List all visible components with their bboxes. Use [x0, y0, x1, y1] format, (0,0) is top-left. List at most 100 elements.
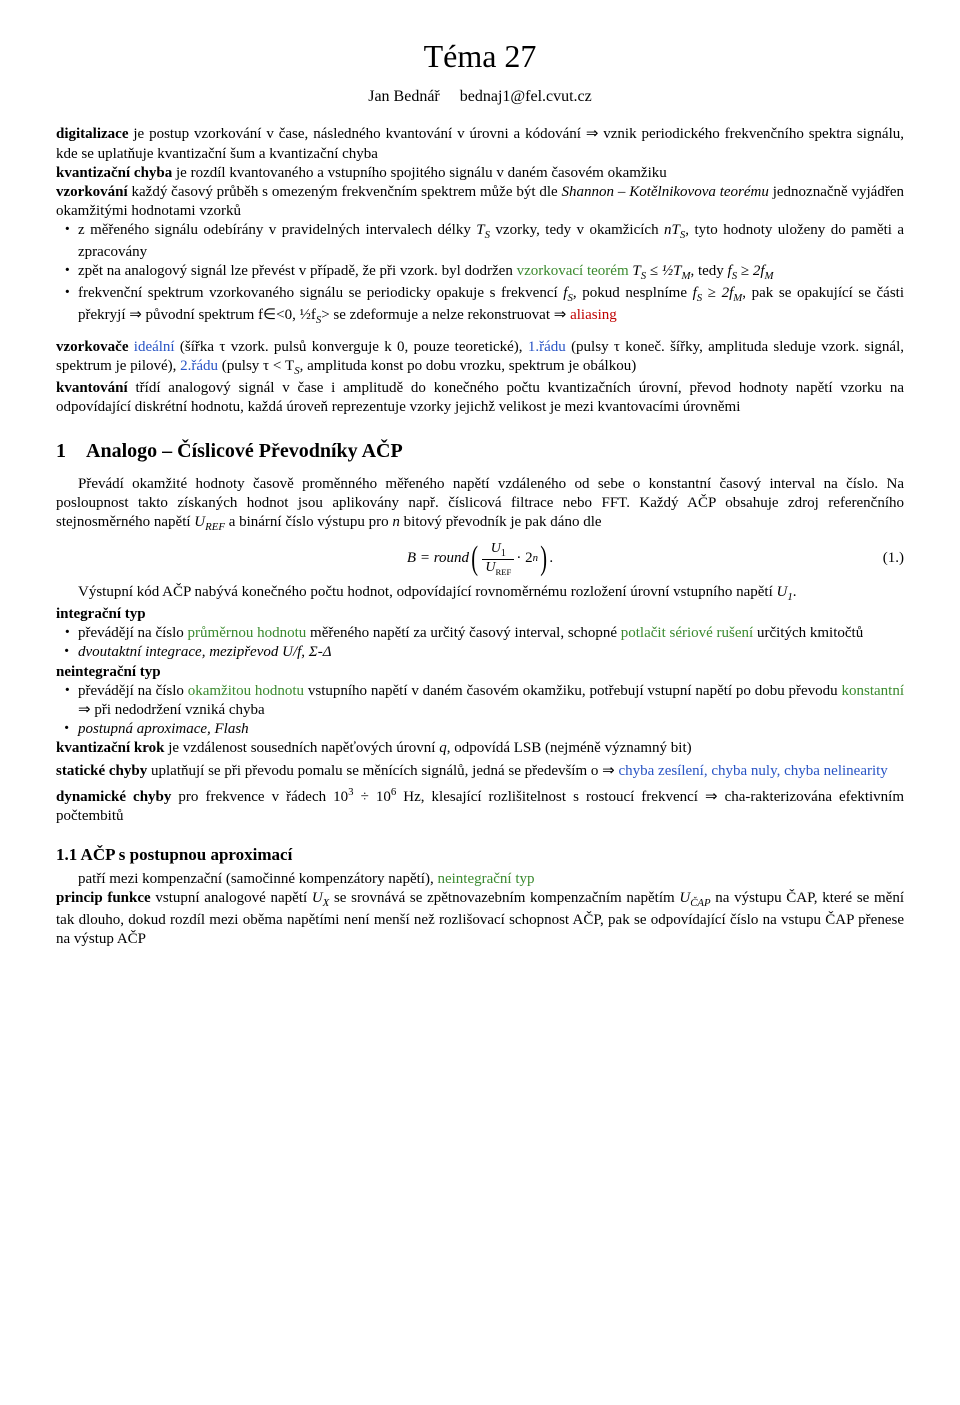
bullet-3: frekvenční spektrum vzorkovaného signálu… — [56, 284, 904, 328]
kvk-b: , odpovídá LSB (nejméně významný bit) — [447, 740, 692, 756]
neint-b1: převádějí na číslo okamžitou hodnotu vst… — [56, 682, 904, 720]
int-b1: převádějí na číslo průměrnou hodnotu měř… — [56, 624, 904, 643]
rest-vzorkovani-a: každý časový průběh s omezeným frekvenčn… — [132, 184, 562, 200]
int-b1-a: převádějí na číslo — [78, 625, 188, 641]
doc-title: Téma 27 — [56, 36, 904, 77]
b1-a: z měřeného signálu odebírány v pravideln… — [78, 222, 476, 238]
b3-f: > se zdeformuje a nelze rekonstruovat ⇒ — [321, 307, 570, 323]
author-name: Jan Bednář — [368, 88, 440, 105]
b2-leq: ≤ ½T — [646, 263, 681, 279]
vz-blue2: 1.řádu — [528, 339, 566, 355]
vz-c: (pulsy τ < T — [218, 358, 294, 374]
b1-b: vzorky, tedy v okamžicích — [490, 222, 664, 238]
lead-stat: statické chyby — [56, 763, 151, 779]
pf-ux: U — [312, 890, 323, 906]
s1p1-b: a binární číslo výstupu pro — [225, 514, 392, 530]
kvk-a: je vzdálenost sousedních napěťových úrov… — [168, 740, 439, 756]
lead-pf: princip funkce — [56, 890, 155, 906]
eq-frac: U1 UREF — [482, 541, 514, 577]
int-b1-b: měřeného napětí za určitý časový interva… — [306, 625, 620, 641]
b3-red: aliasing — [570, 307, 617, 323]
b2-geq: ≥ 2f — [737, 263, 764, 279]
para-vzorkovace: vzorkovače ideální (šířka τ vzork. pulsů… — [56, 338, 904, 379]
int-b1-c: určitých kmitočtů — [753, 625, 863, 641]
b1-nts: nT — [664, 222, 680, 238]
neint-b1-b: vstupního napětí v daném časovém okamžik… — [304, 683, 841, 699]
rest-kvantovani: třídí analogový signál v čase i amplitud… — [56, 380, 904, 415]
para-dynamicke-chyby: dynamické chyby pro frekvence v řádech 1… — [56, 786, 904, 826]
lead-digitalizace: digitalizace — [56, 126, 133, 142]
b2-fm-m: M — [765, 270, 774, 282]
rest-digitalizace: je postup vzorkování v čase, následného … — [56, 126, 904, 161]
pf-a: vstupní analogové napětí — [155, 890, 311, 906]
eq-frac-num: U1 — [482, 541, 514, 560]
stat-a: uplatňují se při převodu pomalu se měníc… — [151, 763, 618, 779]
s1p2-u1: U — [777, 584, 788, 600]
sec1-num: 1 — [56, 440, 66, 462]
para-digitalizace: digitalizace je postup vzorkování v čase… — [56, 125, 904, 163]
dyn-b: ÷ 10 — [354, 789, 391, 805]
para-kvantizacni-krok: kvantizační krok je vzdálenost sousedníc… — [56, 739, 904, 758]
pf-ucap: U — [679, 890, 690, 906]
section-1-1-heading: 1.1 AČP s postupnou aproximací — [56, 844, 904, 866]
lead-vzorkovani: vzorkování — [56, 184, 132, 200]
s1p1-c: bitový převodník je pak dáno dle — [400, 514, 602, 530]
neint-b1-c: konstantní — [842, 683, 905, 699]
para-kvantovani: kvantování třídí analogový signál v čase… — [56, 379, 904, 417]
author-line: Jan Bednář bednaj1@fel.cvut.cz — [56, 87, 904, 107]
eq-u1: U — [491, 541, 501, 556]
bullets-neintegracni: převádějí na číslo okamžitou hodnotu vst… — [56, 682, 904, 740]
s1p2-b: . — [793, 584, 797, 600]
integracni-head: integrační typ — [56, 605, 904, 624]
pf-ucap-sub: ČAP — [690, 897, 710, 909]
lead-kvk: kvantizační krok — [56, 740, 168, 756]
bullet-1: z měřeného signálu odebírány v pravideln… — [56, 221, 904, 262]
section-1-heading: 1 Analogo – Číslicové Převodníky AČP — [56, 439, 904, 465]
s1p2-a: Výstupní kód AČP nabývá konečného počtu … — [78, 584, 777, 600]
vz-d: , amplituda konst po dobu vrozku, spektr… — [300, 358, 637, 374]
b2-ts-t: T — [632, 263, 640, 279]
sec1-p2: Výstupní kód AČP nabývá konečného počtu … — [56, 583, 904, 605]
dyn-a: pro frekvence v řádech 10 — [178, 789, 348, 805]
rest-vzorkovani-b: Shannon – Kotělnikovova teorému — [562, 184, 769, 200]
bullets-integracni: převádějí na číslo průměrnou hodnotu měř… — [56, 624, 904, 662]
bullets-vzorkovani: z měřeného signálu odebírány v pravideln… — [56, 221, 904, 327]
para-staticke-chyby: statické chyby uplatňují se při převodu … — [56, 762, 904, 781]
sec11-pf: princip funkce vstupní analogové napětí … — [56, 889, 904, 949]
eq-n: n — [533, 552, 538, 566]
vz-blue1: ideální — [134, 339, 175, 355]
para-kvantizacni-chyba: kvantizační chyba je rozdíl kvantovaného… — [56, 164, 904, 183]
int-b1-g2: potlačit sériové rušení — [621, 625, 753, 641]
s1p1-n: n — [392, 514, 400, 530]
s1p1-uref-sub: REF — [205, 521, 225, 533]
eq-uref-sub: REF — [495, 567, 511, 577]
eq-frac-den: UREF — [482, 560, 514, 577]
stat-blue: chyba zesílení, chyba nuly, chyba neline… — [618, 763, 887, 779]
sec1-title: Analogo – Číslicové Převodníky AČP — [86, 440, 403, 462]
lead-kvantizacni: kvantizační chyba — [56, 165, 176, 181]
bullet-2: zpět na analogový signál lze převést v p… — [56, 262, 904, 284]
lead-dyn: dynamické chyby — [56, 789, 178, 805]
lead-kvantovani: kvantování — [56, 380, 136, 396]
s11-l1-a: patří mezi kompenzační (samočinné kompen… — [78, 871, 437, 887]
neintegracni-head: neintegrační typ — [56, 663, 904, 682]
vz-blue3: 2.řádu — [180, 358, 218, 374]
s1p1-uref: U — [194, 514, 205, 530]
b2-green: vzorkovací teorém — [517, 263, 633, 279]
int-b2: dvoutaktní integrace, mezipřevod U/f, Σ-… — [56, 643, 904, 662]
b3-2fm-m: M — [733, 292, 742, 304]
lead-vzorkovace: vzorkovače — [56, 339, 134, 355]
b3-a: frekvenční spektrum vzorkovaného signálu… — [78, 285, 563, 301]
eq-number: (1.) — [883, 549, 904, 568]
rest-kvantizacni: je rozdíl kvantovaného a vstupního spoji… — [176, 165, 667, 181]
b2-a: zpět na analogový signál lze převést v p… — [78, 263, 517, 279]
neint-b2: postupná aproximace, Flash — [56, 720, 904, 739]
b3-geq: ≥ — [702, 285, 721, 301]
eq-dot2n: · 2 — [516, 549, 532, 568]
eq-u1-sub: 1 — [501, 548, 506, 559]
equation-1: B = round ( U1 UREF · 2n ) . (1.) — [56, 541, 904, 577]
para-vzorkovani: vzorkování každý časový průběh s omezený… — [56, 183, 904, 221]
author-email: bednaj1@fel.cvut.cz — [460, 88, 592, 105]
int-b1-g1: průměrnou hodnotu — [188, 625, 307, 641]
neint-b1-g: okamžitou hodnotu — [188, 683, 304, 699]
